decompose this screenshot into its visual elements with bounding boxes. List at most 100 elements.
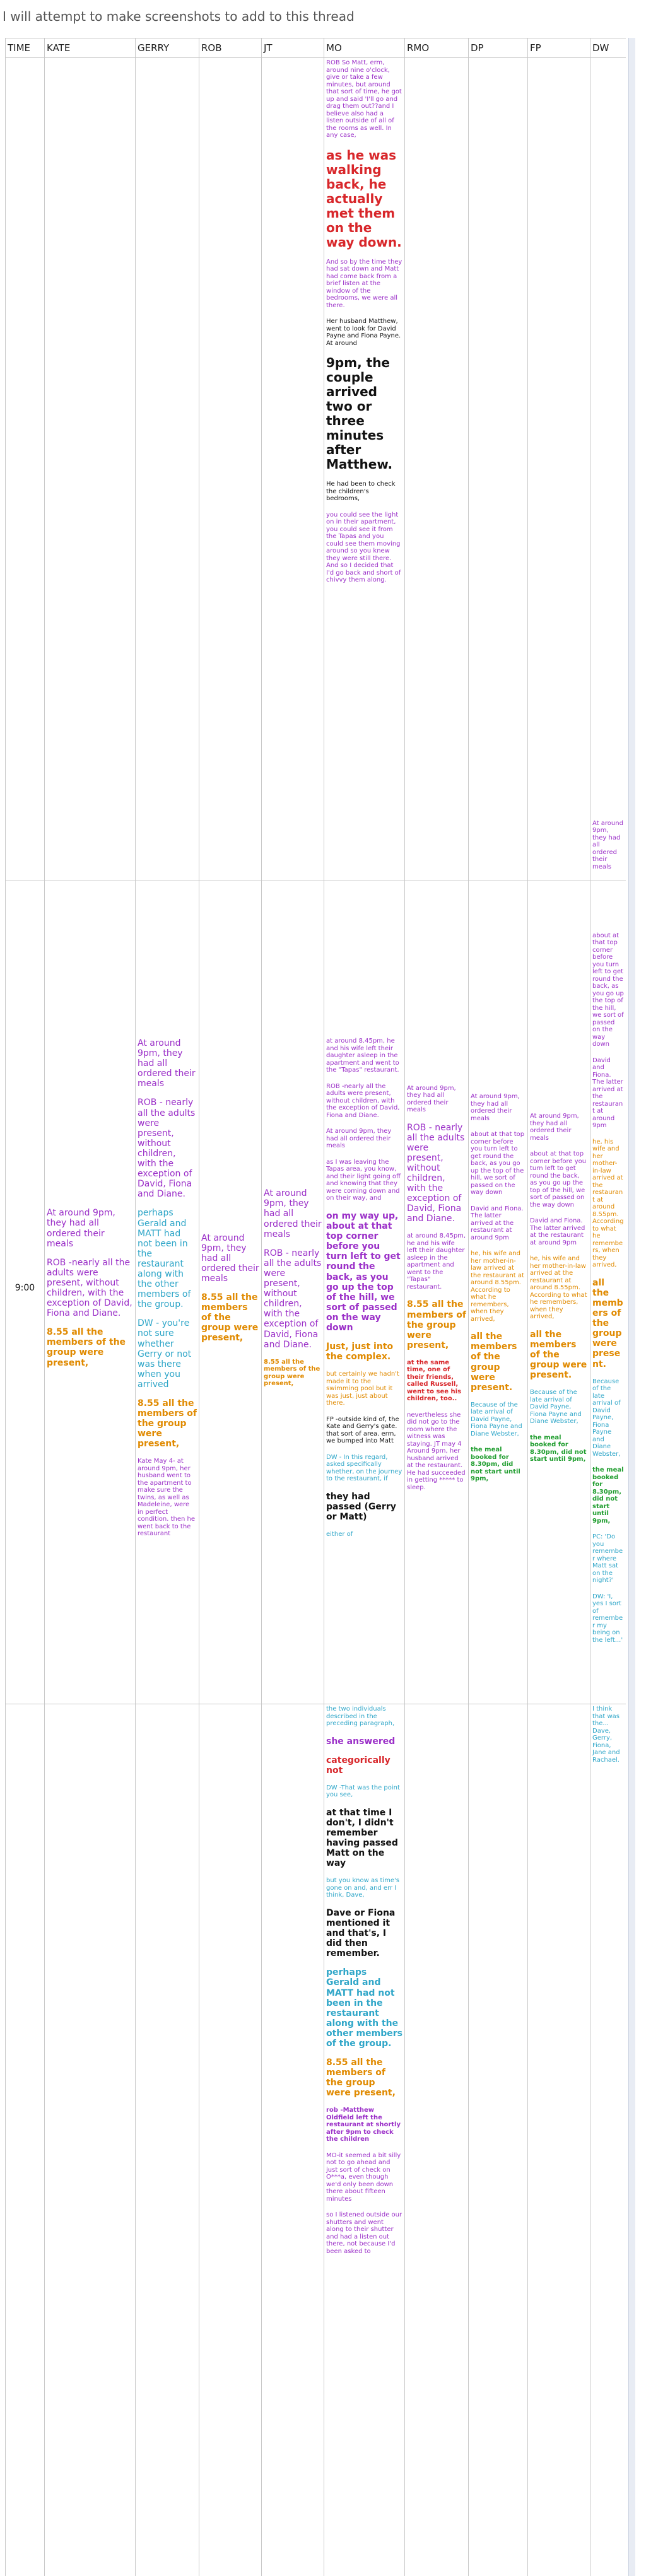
statement-text: all the members of the group were presen… <box>530 1329 587 1381</box>
statement-text: 9pm, the couple arrived two or three min… <box>326 355 393 472</box>
statement-text: 8.55 all the members of the group were p… <box>201 1292 259 1344</box>
statement-text: At around 9pm, they had all ordered thei… <box>471 1093 520 1122</box>
table-container: TIME KATE GERRY ROB JT MO RMO DP FP DW ROB So Mat… <box>5 38 626 2576</box>
statement-text: DW - In this regard, asked specifically … <box>326 1453 402 1483</box>
statement-text: ROB So Matt, erm, around nine o'clock, g… <box>326 59 402 139</box>
statement-text: all the members of the group were presen… <box>592 1277 623 1369</box>
statement-text: At around 9pm, they had all ordered thei… <box>326 1128 392 1150</box>
statement-text: Dave or Fiona mentioned it and that's, I… <box>326 1907 396 1959</box>
column-header: GERRY <box>135 38 199 58</box>
column-header: DP <box>468 38 528 58</box>
statement-text: ROB - nearly all the adults were present… <box>138 1098 196 1200</box>
table-cell: At around 9pm, they had all ordered thei… <box>590 57 626 881</box>
table-cell <box>404 1704 469 2576</box>
table-cell <box>135 57 199 881</box>
scrollbar[interactable] <box>628 38 635 2576</box>
table-cell <box>135 1704 199 2576</box>
table-cell <box>404 57 469 881</box>
table-body: ROB So Matt, erm, around nine o'clock, g… <box>5 57 626 2576</box>
column-header: FP <box>527 38 590 58</box>
statement-text: he, his wife and her mother-in-law arriv… <box>592 1138 624 1269</box>
statement-text: she answered <box>326 1736 396 1747</box>
table-cell: at around 8.45pm, he and his wife left t… <box>324 881 405 1704</box>
table-cell: At around 9pm, they had all ordered thei… <box>44 881 136 1704</box>
column-header: ROB <box>199 38 262 58</box>
statement-text: about at that top corner before you turn… <box>592 932 624 1048</box>
table-cell <box>468 57 528 881</box>
table-row: 9:00 At around 9pm, they had all ordered … <box>5 881 626 1704</box>
statement-text: the meal booked for 8.30pm, did not star… <box>471 1446 520 1483</box>
statement-text: Because of the late arrival of David Pay… <box>530 1389 582 1426</box>
statement-text: Because of the late arrival of David Pay… <box>592 1378 621 1458</box>
statement-text: At around 9pm, they had all ordered thei… <box>138 1038 196 1089</box>
statement-text: he, his wife and her mother-in-law arriv… <box>471 1250 524 1323</box>
statement-text: either of <box>326 1531 353 1538</box>
statement-text: At around 9pm, they had all ordered thei… <box>592 819 623 870</box>
statement-text: so I listened outside our shutters and w… <box>326 2211 402 2255</box>
statement-text: as he was walking back, he actually met … <box>326 147 402 250</box>
statement-text: but certainly we hadn't made it to the s… <box>326 1371 399 1407</box>
table-row: the two individuals described in the pre… <box>5 1704 626 2576</box>
column-header: JT <box>261 38 324 58</box>
table-cell <box>44 57 136 881</box>
table-cell: At around 9pm, they had all ordered thei… <box>199 881 262 1704</box>
statement-text: 8.55 all the members of the group were p… <box>326 2058 396 2099</box>
post-text: I will attempt to make screenshots to ad… <box>3 9 355 24</box>
statement-text: At around 9pm, they had all ordered thei… <box>530 1113 579 1142</box>
statement-text: rob -Matthew Oldfield left the restauran… <box>326 2107 401 2143</box>
statement-text: DW: 'I, yes I sort of remember my being … <box>592 1593 623 1644</box>
table-cell: about at that top corner before you turn… <box>590 881 626 1704</box>
statement-text: 8.55 all the members of the group were p… <box>407 1299 467 1350</box>
statement-text: they had passed (Gerry or Matt) <box>326 1491 396 1522</box>
statement-text: I think that was the... Dave, Gerry, Fio… <box>592 1706 620 1764</box>
table-cell: ROB So Matt, erm, around nine o'clock, g… <box>324 57 405 881</box>
table-cell: At around 9pm, they had all ordered thei… <box>404 881 469 1704</box>
statement-text: FP -outside kind of, the Kate and Gerry'… <box>326 1415 399 1445</box>
table-cell <box>199 1704 262 2576</box>
statement-text: ROB - nearly all the adults were present… <box>264 1248 322 1350</box>
statement-text: DW - you're not sure whether Gerry or no… <box>138 1318 192 1390</box>
table-cell <box>261 1704 324 2576</box>
statement-text: about at that top corner before you turn… <box>471 1131 525 1197</box>
statement-text: you could see the light on in their apar… <box>326 511 401 584</box>
statement-text: about at that top corner before you turn… <box>530 1150 587 1209</box>
table-cell <box>527 1704 590 2576</box>
statement-text: He had been to check the children's bedr… <box>326 481 396 502</box>
table-cell <box>527 57 590 881</box>
table-cell: At around 9pm, they had all ordered thei… <box>468 881 528 1704</box>
statement-text: PC: 'Do you remember where Matt sat on t… <box>592 1533 623 1584</box>
statement-text: at the same time, one of their friends, … <box>407 1359 462 1403</box>
table-cell: the two individuals described in the pre… <box>324 1704 405 2576</box>
statement-text: At around 9pm, they had all ordered thei… <box>264 1188 322 1239</box>
statement-text: 8.55 all the members of the group were p… <box>138 1398 197 1449</box>
statement-text: 8.55 all the members of the group were p… <box>264 1358 320 1388</box>
table-cell: 9:00 <box>5 881 45 1704</box>
table-cell <box>468 1704 528 2576</box>
statement-text: At around 9pm, they had all ordered thei… <box>407 1084 456 1114</box>
statement-text: all the members of the group were presen… <box>471 1332 517 1393</box>
table-cell: I think that was the... Dave, Gerry, Fio… <box>590 1704 626 2576</box>
statement-text: as I was leaving the Tapas area, you kno… <box>326 1158 401 1202</box>
column-header: RMO <box>404 38 469 58</box>
statement-text: at that time I don't, I didn't remember … <box>326 1807 398 1869</box>
statement-text: the meal booked for 8.30pm, did not star… <box>592 1467 624 1525</box>
statement-text: nevertheless she did not go to the room … <box>407 1411 466 1491</box>
column-header: MO <box>324 38 405 58</box>
table-cell <box>5 1704 45 2576</box>
statement-text: MO-it seemed a bit silly not to go ahead… <box>326 2152 401 2203</box>
statement-text: but you know as time's gone on and, and … <box>326 1877 400 1899</box>
statement-text: Because of the late arrival of David Pay… <box>471 1401 522 1437</box>
statement-text: the two individuals described in the pre… <box>326 1706 395 1727</box>
statement-text: David and Fiona. The latter arrived at t… <box>471 1205 524 1241</box>
table-cell <box>199 57 262 881</box>
statement-table: TIME KATE GERRY ROB JT MO RMO DP FP DW ROB So Mat… <box>5 38 626 2576</box>
statement-text: he, his wife and her mother-in-law arriv… <box>530 1255 587 1321</box>
statement-text: 8.55 all the members of the group were p… <box>47 1327 126 1368</box>
statement-text: Kate May 4- at around 9pm, her husband w… <box>138 1458 196 1538</box>
statement-text: on my way up, about at that top corner b… <box>326 1210 401 1333</box>
statement-text: At around 9pm, they had all ordered thei… <box>201 1232 259 1284</box>
statement-text: 9:00 <box>15 1282 35 1293</box>
statement-text: At around 9pm, they had all ordered thei… <box>47 1208 115 1249</box>
table-cell <box>44 1704 136 2576</box>
